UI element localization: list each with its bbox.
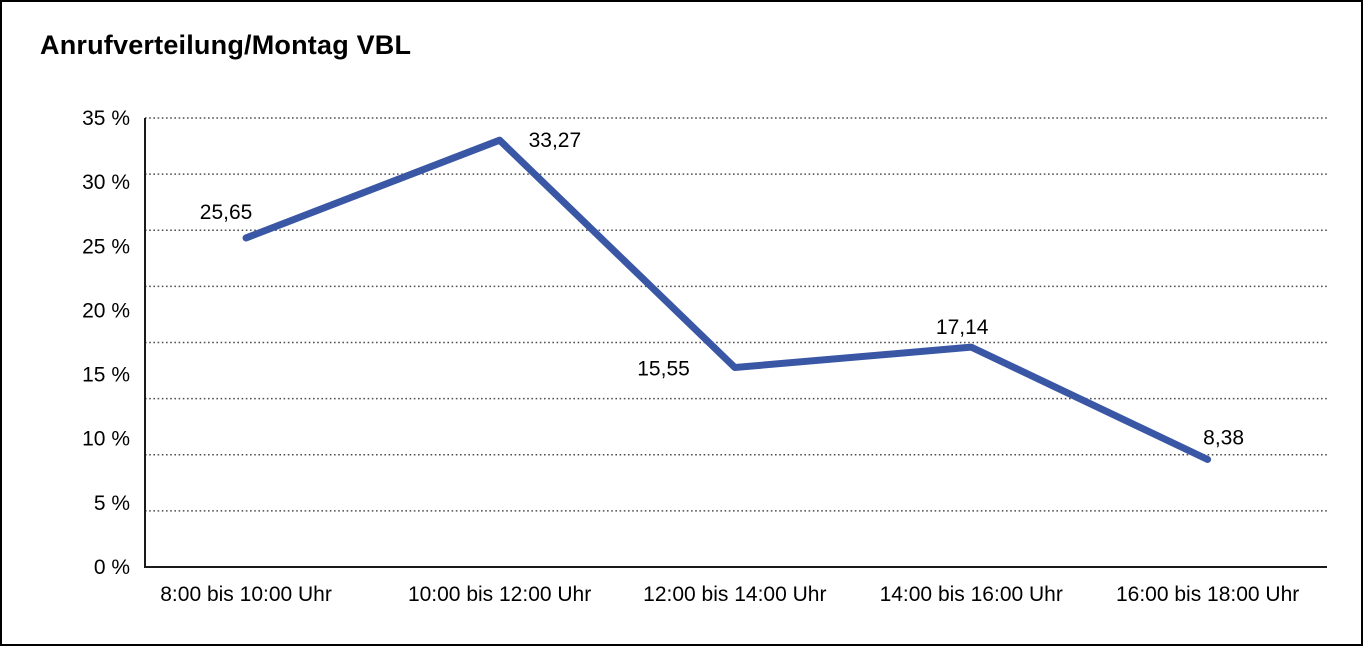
y-tick-label: 0 % bbox=[94, 556, 130, 579]
data-label: 15,55 bbox=[637, 358, 690, 381]
x-tick-label: 8:00 bis 10:00 Uhr bbox=[160, 583, 332, 606]
data-label: 8,38 bbox=[1203, 426, 1244, 449]
y-tick-label: 25 % bbox=[82, 235, 130, 258]
y-tick-label: 20 % bbox=[82, 299, 130, 322]
data-label: 33,27 bbox=[529, 129, 582, 152]
y-tick-label: 35 % bbox=[82, 107, 130, 130]
data-label: 25,65 bbox=[200, 201, 253, 224]
value-line bbox=[242, 136, 1212, 463]
y-tick-label: 5 % bbox=[94, 492, 130, 515]
data-label: 17,14 bbox=[936, 316, 989, 339]
x-tick-label: 14:00 bis 16:00 Uhr bbox=[880, 583, 1063, 606]
y-tick-label: 10 % bbox=[82, 428, 130, 451]
x-tick-label: 12:00 bis 14:00 Uhr bbox=[643, 583, 826, 606]
x-tick-label: 10:00 bis 12:00 Uhr bbox=[408, 583, 591, 606]
y-tick-label: 30 % bbox=[82, 171, 130, 194]
chart-title: Anrufverteilung/Montag VBL bbox=[40, 30, 412, 60]
y-tick-label: 15 % bbox=[82, 364, 130, 387]
x-tick-label: 16:00 bis 18:00 Uhr bbox=[1116, 583, 1299, 606]
